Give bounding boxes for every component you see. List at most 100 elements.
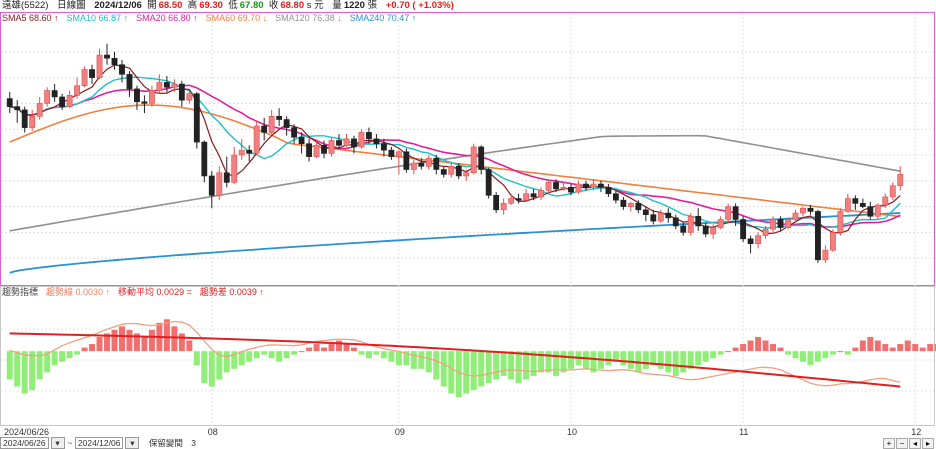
trend-bar-negative [268, 351, 275, 359]
candle [598, 180, 604, 193]
keep-value[interactable]: 3 [191, 438, 196, 448]
candle [119, 59, 125, 83]
candle [268, 109, 275, 135]
candle [777, 216, 784, 231]
start-date-field[interactable]: 2024/06/26 [0, 437, 49, 449]
trend-line [9, 320, 901, 387]
candle [395, 150, 402, 175]
candle [403, 148, 410, 173]
end-date-field[interactable]: 2024/12/06 [74, 437, 124, 449]
candle-down [680, 225, 687, 233]
candle [800, 206, 806, 217]
candle-down [298, 136, 305, 145]
trend-bar-negative [829, 351, 836, 355]
zoom-in-icon[interactable]: + [883, 438, 895, 449]
trend-bar-negative [657, 351, 664, 369]
candle-up [785, 219, 791, 228]
trend-bar-negative [493, 351, 500, 380]
x-axis-label: 09 [395, 427, 405, 437]
candle-down [306, 143, 312, 157]
vol-label: 量 [332, 0, 342, 11]
x-axis-label: 11 [739, 427, 748, 437]
candle-up [81, 69, 88, 86]
candle [605, 184, 612, 197]
trend-bar-negative [246, 351, 253, 362]
candle-down [6, 98, 13, 107]
trend-bar-positive [350, 347, 357, 352]
candle [276, 108, 283, 126]
candle-down [530, 193, 537, 198]
stock-name: 遠雄(5522) [2, 0, 49, 11]
candle [261, 117, 268, 141]
close-label: 收 [268, 0, 279, 11]
trend-bar-negative [702, 351, 709, 362]
trend-bar-negative [642, 351, 649, 369]
main-panel-frame [0, 12, 935, 286]
candle-down [605, 186, 612, 194]
sma-legend-item-sma240: SMA240 70.47 ↑ [349, 13, 417, 23]
candle-down [455, 165, 462, 177]
high-value: 69.30 [199, 0, 223, 11]
candle [635, 200, 642, 214]
candle-up [770, 219, 776, 230]
trend-bar-negative [403, 351, 410, 366]
trend-bar-negative [560, 351, 567, 373]
trend-bar-negative [388, 351, 395, 362]
trend-bar-negative [538, 351, 545, 373]
candle [792, 209, 799, 223]
sma240-line [9, 212, 901, 274]
candle-up [792, 212, 799, 220]
candle-up [874, 204, 881, 217]
candle-up [410, 162, 417, 170]
trend-bar-negative [418, 351, 425, 369]
candle-down [388, 149, 395, 157]
candle-up [253, 125, 260, 154]
trend-bar-positive [912, 344, 919, 352]
candle-down [14, 106, 21, 111]
candle [291, 124, 298, 144]
scroll-right-icon[interactable]: ▸ [922, 438, 934, 449]
trend-bar-positive [321, 347, 328, 352]
candle-up [44, 90, 51, 104]
candle-down [104, 54, 110, 59]
candle [545, 179, 552, 194]
trend-bar-negative [44, 351, 51, 373]
candle-down [583, 183, 589, 188]
dropdown-icon[interactable]: ▾ [50, 437, 65, 449]
trend-bar-negative [373, 351, 380, 355]
dropdown-icon[interactable]: ▾ [125, 437, 140, 449]
trend-bar-positive [777, 347, 784, 352]
trend-bar-positive [104, 333, 111, 352]
scroll-left-icon[interactable]: ◂ [909, 438, 921, 449]
candle [246, 145, 253, 162]
candle [538, 187, 544, 201]
candle-up [156, 82, 163, 91]
candle-down [336, 140, 342, 146]
close-value: 68.80 [280, 0, 305, 11]
trend-bar-positive [111, 329, 118, 352]
candle [530, 188, 537, 201]
candle-up [882, 196, 889, 206]
candle [6, 92, 13, 114]
trend-bar-negative [380, 351, 387, 359]
trend-bar-negative [395, 351, 402, 366]
trend-bar-negative [582, 351, 589, 369]
sma-legend-item-sma120: SMA120 76.38 ↓ [275, 13, 342, 23]
candle-down [366, 132, 372, 140]
trend-bar-negative [410, 351, 417, 369]
candle-up [358, 132, 365, 148]
trend-legend-item-2: 趨勢差 0.0039 ↑ [199, 287, 264, 297]
trend-bar-positive [867, 336, 874, 352]
candle [829, 229, 836, 252]
trend-bar-positive [770, 344, 777, 352]
trend-bar-negative [74, 351, 81, 355]
sma-legend: SMA5 68.60 ↑ SMA10 66.87 ↑ SMA20 66.80 ↑ SM… [2, 13, 424, 24]
trend-bar-positive [148, 329, 155, 352]
candle-up [425, 157, 432, 167]
zoom-out-icon[interactable]: − [896, 438, 908, 449]
candle [478, 145, 485, 175]
trend-bar-positive [89, 344, 96, 352]
sub-panel-frame [0, 286, 935, 426]
